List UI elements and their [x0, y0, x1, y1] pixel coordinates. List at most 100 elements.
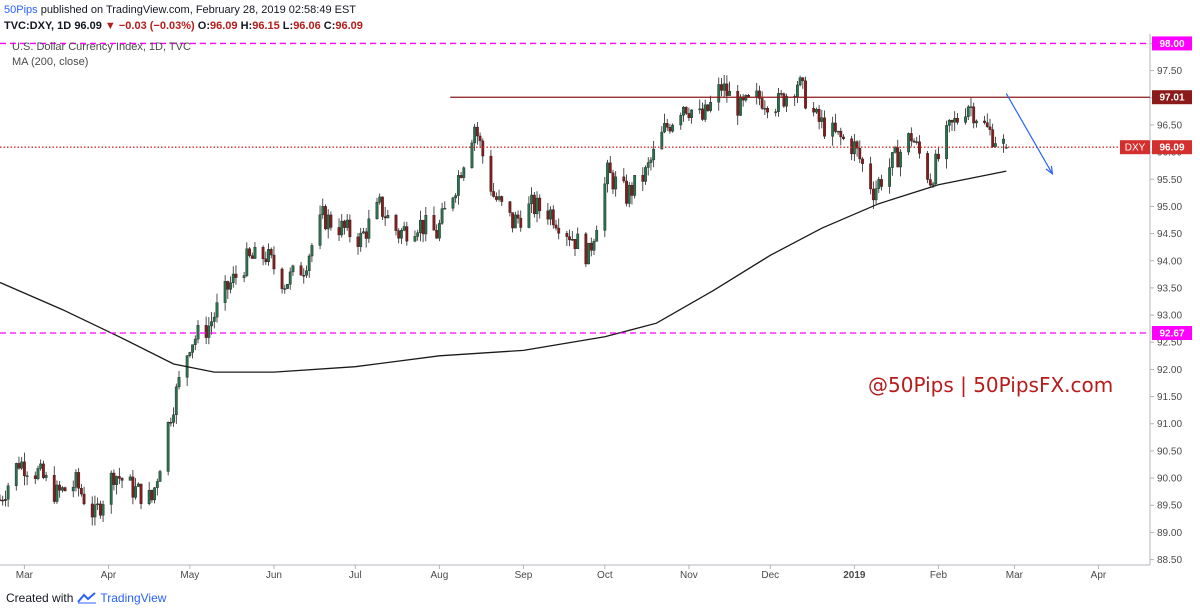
- candle-body: [663, 123, 666, 133]
- candle-body: [25, 475, 29, 477]
- candle-body: [627, 184, 631, 204]
- trend-arrow-head: [1045, 165, 1054, 176]
- candle: [698, 99, 702, 114]
- candle: [25, 471, 29, 486]
- candle-body: [253, 246, 257, 259]
- candle: [570, 231, 574, 241]
- candle: [755, 82, 759, 105]
- candle: [766, 106, 769, 119]
- candle: [207, 317, 211, 345]
- price-tick-label: 94.50: [1157, 229, 1182, 240]
- candle-body: [456, 175, 460, 196]
- candle-body: [966, 106, 970, 118]
- candle: [985, 113, 989, 128]
- candle: [516, 210, 520, 224]
- symbol-badge-label: DXY: [1125, 143, 1146, 154]
- author-link[interactable]: 50Pips: [4, 4, 38, 16]
- candle-body: [538, 197, 542, 212]
- candle-body: [242, 275, 246, 278]
- candle: [367, 209, 371, 243]
- down-triangle-icon: ▼: [104, 20, 116, 32]
- candle: [437, 219, 441, 242]
- candle-body: [869, 163, 873, 190]
- candle-body: [690, 109, 694, 118]
- candle: [17, 456, 21, 470]
- candle: [52, 466, 56, 504]
- candle-body: [286, 284, 289, 289]
- candle: [953, 111, 957, 132]
- candle: [538, 194, 542, 219]
- candle: [861, 157, 864, 172]
- candle: [701, 102, 704, 121]
- price-tick-label: 95.50: [1157, 175, 1182, 186]
- candle-body: [136, 483, 140, 487]
- candle: [242, 271, 246, 283]
- candle-body: [272, 254, 276, 270]
- candle: [831, 116, 835, 146]
- candle-body: [188, 352, 192, 356]
- candle: [71, 480, 75, 498]
- candle: [855, 140, 859, 157]
- price-tick-label: 92.50: [1157, 338, 1182, 349]
- candlestick-series: [0, 74, 1008, 526]
- candle-body: [112, 472, 116, 485]
- candle: [204, 316, 208, 345]
- candle: [869, 156, 873, 195]
- candle-body: [532, 194, 536, 215]
- candle: [473, 124, 477, 151]
- candle-body: [679, 115, 683, 126]
- price-tick-label: 93.50: [1157, 283, 1182, 294]
- candle-body: [6, 485, 10, 500]
- candle: [248, 247, 251, 258]
- open-label: O:: [197, 20, 210, 32]
- candle: [188, 351, 192, 358]
- candle: [150, 489, 154, 503]
- candle-body: [454, 195, 458, 199]
- candle: [758, 85, 761, 106]
- candle-body: [386, 215, 390, 219]
- candle: [956, 113, 959, 125]
- candle: [153, 487, 156, 504]
- candle: [595, 225, 599, 242]
- candle-body: [174, 386, 178, 416]
- candle-body: [630, 184, 634, 196]
- candle: [402, 221, 406, 232]
- candle: [475, 122, 479, 145]
- candle: [706, 104, 710, 112]
- candle-body: [497, 196, 501, 200]
- candle: [307, 253, 311, 278]
- candle-body: [400, 230, 403, 239]
- candle: [497, 189, 501, 202]
- candle-body: [413, 236, 417, 242]
- chart-header: 50Pips published on TradingView.com, Feb…: [4, 2, 1154, 36]
- candle: [386, 209, 390, 219]
- candle-body: [343, 220, 346, 228]
- candle-body: [231, 273, 235, 283]
- candle: [234, 265, 238, 285]
- candle-body: [814, 109, 818, 113]
- candle: [877, 176, 881, 193]
- candle-body: [641, 175, 645, 182]
- time-tick-label: Feb: [930, 570, 948, 581]
- price-badge: [1152, 140, 1192, 155]
- tradingview-brand[interactable]: TradingView: [100, 591, 167, 605]
- candle: [1002, 134, 1005, 153]
- candle-body: [831, 122, 835, 137]
- candle-body: [527, 203, 531, 228]
- candle-body: [23, 461, 26, 477]
- candle: [98, 500, 102, 519]
- candle: [589, 237, 593, 257]
- candle-body: [20, 461, 24, 469]
- series-legend-title: U.S. Dollar Currency Index, 1D, TVC: [12, 41, 191, 53]
- candle: [383, 207, 387, 226]
- candle-body: [739, 96, 742, 116]
- candle-body: [836, 130, 840, 133]
- candle-body: [796, 84, 799, 97]
- candle: [462, 166, 466, 181]
- candle: [793, 94, 797, 106]
- candle: [269, 247, 273, 259]
- price-tick-label: 90.50: [1157, 446, 1182, 457]
- candle-body: [896, 147, 900, 168]
- candle: [687, 107, 691, 121]
